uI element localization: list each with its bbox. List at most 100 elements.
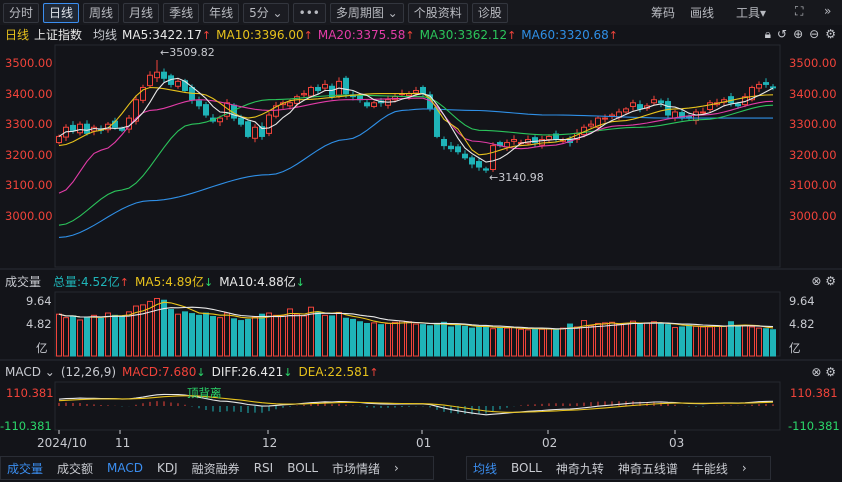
toolbar-button[interactable]: 个股资料 (407, 2, 468, 23)
volume-bar (336, 311, 342, 357)
indicator-tab[interactable]: › (394, 461, 399, 475)
indicator-tab[interactable]: 成交额 (57, 461, 94, 476)
high-annotation: ←3509.82 (160, 46, 215, 59)
vol-axis-top-right: 9.64 (789, 294, 815, 308)
indicator-tab[interactable]: 神奇九转 (555, 461, 604, 476)
macd-axis-top: 110.381 (6, 386, 54, 400)
candle (308, 86, 314, 97)
indicator-tab[interactable]: KDJ (157, 461, 178, 475)
volume-bar (518, 328, 524, 357)
chip-button[interactable]: 筹码 (651, 6, 676, 20)
volume-bar (119, 315, 125, 357)
volume-bar (105, 312, 111, 357)
indicator-tab[interactable]: BOLL (511, 461, 542, 475)
candle (665, 101, 671, 116)
volume-bar (469, 327, 475, 357)
indicator-tab[interactable]: 牛能线 (691, 461, 728, 476)
candle (56, 135, 62, 144)
volume-ma10-line (58, 306, 774, 330)
candle (637, 104, 643, 110)
candle (700, 111, 706, 114)
toolbar-button[interactable]: 年线 (203, 2, 240, 23)
volume-bar (504, 327, 510, 357)
ma60-line (58, 108, 773, 238)
candle (511, 139, 517, 142)
toolbar-button[interactable]: 分时 (3, 2, 40, 23)
volume-bar (140, 304, 146, 357)
indicator-tab[interactable]: RSI (253, 461, 274, 475)
ma30-line (58, 94, 774, 226)
indicator-tab[interactable]: MACD (107, 461, 144, 475)
low-annotation: ←3140.98 (489, 171, 544, 184)
double-chevron-right-icon[interactable]: » (824, 4, 832, 18)
candle (203, 104, 209, 116)
x-label: 11 (115, 436, 131, 450)
indicator-tab[interactable]: › (741, 461, 747, 475)
volume-bar (644, 322, 650, 357)
candle (140, 86, 146, 101)
toolbar-button[interactable]: 5分 ⌄ (243, 2, 289, 23)
price-axis-label: 3100.00 (789, 178, 837, 193)
gear-icon[interactable]: ⚙ (825, 365, 836, 379)
gear-icon[interactable]: ⚙ (825, 27, 836, 41)
ma-label[interactable]: 均线 (93, 28, 118, 42)
gear-icon[interactable]: ⚙ (825, 274, 836, 288)
indicator-tab[interactable]: 市场情绪 (332, 461, 381, 476)
indicator-tab[interactable]: 融资融券 (191, 461, 240, 476)
undo-icon[interactable]: ↺ (777, 27, 788, 41)
candle (238, 117, 244, 125)
price-axis-label: 3500.00 (789, 56, 837, 70)
toolbar-button[interactable]: 月线 (123, 2, 160, 23)
close-icon[interactable]: ⊗ (811, 274, 822, 288)
indicator-tab[interactable]: BOLL (287, 461, 319, 475)
indicator-tab[interactable]: 均线 (473, 461, 498, 476)
tools-menu[interactable]: 工具▾ (736, 6, 767, 20)
volume-bar (252, 316, 258, 357)
volume-bar (413, 323, 419, 357)
candle (259, 126, 265, 137)
close-icon[interactable]: ⊗ (811, 365, 822, 379)
volume-bar (448, 326, 454, 357)
volume-bar (770, 329, 776, 357)
candle (105, 123, 111, 131)
volume-bar (56, 313, 62, 357)
volume-bar (399, 320, 405, 357)
toolbar-button[interactable]: 日线 (43, 2, 80, 23)
candle (161, 71, 167, 79)
volume-bar (525, 329, 531, 357)
macd-axis-bottom: -110.381 (0, 419, 52, 433)
macd-indicator-select[interactable]: MACD ⌄ (5, 365, 55, 379)
lock-icon[interactable]: 🔒︎ (764, 27, 772, 41)
expand-icon[interactable]: ⛶ (795, 4, 804, 18)
macd-header: MACD ⌄ (12,26,9) MACD:7.680↓ DIFF:26.421… (0, 363, 842, 381)
indicator-tab[interactable]: 神奇五线谱 (617, 461, 678, 476)
volume-total: 总量:4.52亿↑ (53, 274, 129, 289)
toolbar-button[interactable]: 季线 (163, 2, 200, 23)
volume-bar (511, 327, 517, 357)
ma20-value: MA20:3375.58↑ (317, 27, 415, 42)
ma60-value: MA60:3320.68↑ (521, 27, 619, 42)
volume-bar (476, 325, 482, 357)
volume-bar (273, 314, 279, 357)
price-axis-label: 3000.00 (789, 209, 837, 223)
volume-bar (588, 325, 594, 357)
zoom-in-icon[interactable]: ⊕ (793, 27, 804, 41)
volume-bar (203, 312, 209, 357)
price-axis-label: 3000.00 (5, 209, 53, 223)
indicator-tab[interactable]: 成交量 (7, 461, 44, 476)
toolbar-button[interactable]: 诊股 (471, 2, 508, 23)
volume-bar (175, 313, 181, 357)
vol-axis-unit-right: 亿 (789, 341, 801, 355)
ma30-value: MA30:3362.12↑ (419, 27, 517, 42)
volume-bar (224, 312, 230, 357)
draw-button[interactable]: 画线 (690, 6, 715, 20)
toolbar-button[interactable]: ••• (292, 2, 326, 23)
zoom-out-icon[interactable]: ⊖ (809, 27, 820, 41)
volume-bar (133, 305, 139, 357)
toolbar-button[interactable]: 周线 (83, 2, 120, 23)
volume-header: 成交量 总量:4.52亿↑ MA5:4.89亿↓ MA10:4.88亿↓ ⊗ ⚙ (0, 272, 842, 290)
toolbar-button[interactable]: 多周期图 ⌄ (329, 2, 404, 23)
volume-bar (77, 319, 83, 357)
volume-bar (595, 322, 601, 357)
